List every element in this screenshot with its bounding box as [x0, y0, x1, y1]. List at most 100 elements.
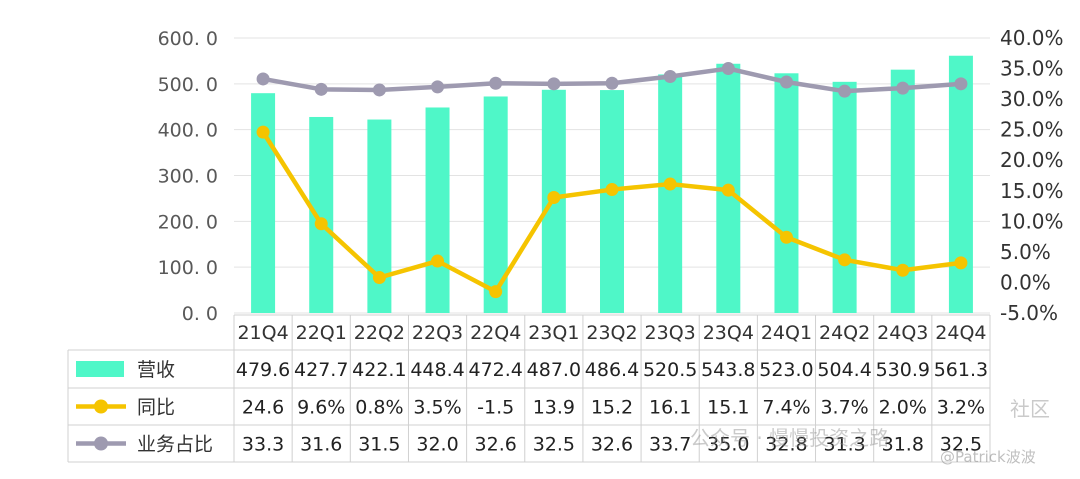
yoy-point — [256, 125, 270, 139]
left-tick-label: 400. 0 — [158, 120, 218, 142]
right-tick-label: 40.0% — [1000, 26, 1064, 50]
yoy-cell: 3.5% — [413, 397, 461, 419]
yoy-cell: 3.2% — [937, 397, 985, 419]
yoy-point — [779, 230, 793, 244]
left-axis-ticks: 0. 0 100. 0 200. 0 300. 0 400. 0 500. 0 600. 0 — [158, 28, 218, 325]
share-point — [431, 80, 445, 94]
share-legend-marker — [94, 436, 108, 451]
watermark-corner: 社区 — [1010, 397, 1050, 421]
yoy-cell: 15.1 — [707, 397, 749, 419]
share-cell: 32.5 — [940, 434, 982, 456]
revenue-cell: 523.0 — [759, 359, 813, 381]
yoy-point — [721, 183, 735, 197]
watermark-line1: 公众号 · 慢慢投资之路 — [690, 426, 889, 450]
yoy-point — [896, 263, 910, 277]
revenue-cell: 448.4 — [410, 359, 464, 381]
share-point — [721, 62, 735, 76]
revenue-cell: 530.9 — [876, 359, 930, 381]
revenue-bar — [309, 116, 334, 314]
revenue-cell: 543.8 — [701, 359, 755, 381]
left-tick-label: 100. 0 — [158, 257, 218, 279]
revenue-bar — [658, 74, 683, 313]
yoy-point — [838, 253, 852, 267]
share-point — [256, 72, 270, 86]
yoy-cell: 9.6% — [297, 397, 345, 419]
yoy-cell: 24.6 — [242, 397, 284, 419]
category-label: 22Q3 — [412, 322, 463, 344]
revenue-cell: 487.0 — [527, 359, 581, 381]
share-cell: 32.6 — [475, 434, 517, 456]
share-legend-label: 业务占比 — [137, 434, 213, 456]
watermark: 公众号 · 慢慢投资之路 社区 @Patrick波波 — [690, 397, 1050, 466]
revenue-cell: 561.3 — [934, 359, 988, 381]
yoy-point — [663, 177, 677, 191]
share-point — [547, 77, 561, 91]
category-label: 22Q4 — [470, 322, 521, 344]
left-tick-label: 0. 0 — [182, 303, 218, 325]
share-point — [489, 76, 503, 90]
yoy-point — [547, 191, 561, 204]
right-tick-label: 25.0% — [1000, 118, 1064, 142]
left-tick-label: 500. 0 — [158, 74, 218, 96]
right-tick-label: 0.0% — [1000, 270, 1051, 294]
revenue-cell: 520.5 — [643, 359, 697, 381]
yoy-legend-label: 同比 — [137, 397, 175, 419]
share-cell: 31.6 — [300, 434, 342, 456]
category-label: 23Q1 — [528, 322, 579, 344]
left-tick-label: 300. 0 — [158, 166, 218, 188]
right-tick-label: 20.0% — [1000, 148, 1064, 172]
category-label: 21Q4 — [237, 322, 288, 344]
right-tick-label: 35.0% — [1000, 57, 1064, 81]
revenue-legend-swatch — [76, 361, 124, 377]
yoy-cell: 13.9 — [533, 397, 575, 419]
category-label: 24Q3 — [877, 322, 928, 344]
revenue-cell: 504.4 — [817, 359, 871, 381]
yoy-cell: 2.0% — [879, 397, 927, 419]
left-tick-label: 600. 0 — [158, 28, 218, 50]
category-label: 24Q1 — [761, 322, 812, 344]
category-label: 23Q4 — [703, 322, 754, 344]
share-cell: 32.5 — [533, 434, 575, 456]
yoy-legend-marker — [94, 399, 108, 414]
share-cell: 31.3 — [823, 434, 865, 456]
share-point — [663, 70, 677, 83]
yoy-point — [431, 254, 445, 268]
right-axis-ticks: -5.0% 0.0% 5.0% 10.0% 15.0% 20.0% 25.0% 30.0% 35… — [1000, 26, 1064, 325]
category-label: 23Q2 — [586, 322, 637, 344]
share-cell: 33.7 — [649, 434, 691, 456]
yoy-cell: 3.7% — [820, 397, 868, 419]
revenue-bar — [600, 90, 624, 313]
category-label: 22Q1 — [296, 322, 347, 344]
revenue-bar — [251, 93, 276, 313]
share-cell: 31.5 — [358, 434, 400, 456]
share-cell: 33.3 — [242, 434, 284, 456]
right-tick-label: -5.0% — [1000, 301, 1058, 325]
yoy-cell: -1.5 — [477, 397, 514, 419]
share-point — [605, 76, 619, 90]
yoy-cell: 7.4% — [762, 397, 810, 419]
share-point — [779, 75, 793, 89]
revenue-cell: 479.6 — [236, 359, 290, 381]
right-tick-label: 10.0% — [1000, 209, 1064, 233]
right-tick-label: 30.0% — [1000, 87, 1064, 111]
category-label: 23Q3 — [645, 322, 696, 344]
share-point — [838, 84, 852, 98]
revenue-bar — [774, 73, 799, 314]
revenue-cell: 422.1 — [352, 359, 406, 381]
left-tick-label: 200. 0 — [158, 211, 218, 233]
revenue-cell: 427.7 — [294, 359, 348, 381]
watermark-line2: @Patrick波波 — [940, 448, 1036, 466]
yoy-point — [314, 217, 328, 231]
right-tick-label: 5.0% — [1000, 240, 1051, 264]
ratio-lines — [256, 62, 968, 299]
revenue-cell: 486.4 — [585, 359, 639, 381]
category-label: 24Q4 — [935, 322, 986, 344]
yoy-cell: 16.1 — [649, 397, 691, 419]
data-table: 21Q4 22Q1 22Q2 22Q3 22Q4 23Q1 23Q2 23Q3 23Q4 24Q1… — [67, 314, 991, 463]
revenue-legend-label: 营收 — [137, 359, 175, 381]
yoy-point — [954, 256, 968, 270]
share-point — [896, 81, 910, 95]
share-cell: 31.8 — [882, 434, 924, 456]
share-point — [314, 82, 328, 96]
